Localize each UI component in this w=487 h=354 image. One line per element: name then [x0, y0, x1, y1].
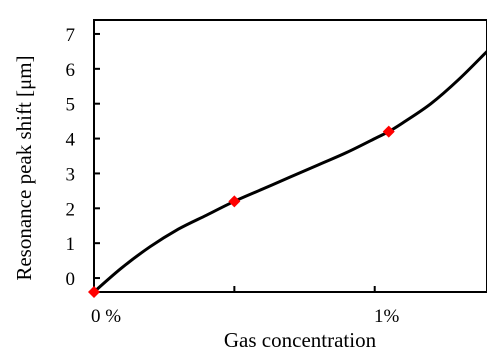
y-tick-label: 1 [66, 234, 76, 255]
y-tick-label: 6 [66, 60, 76, 81]
y-tick-label: 3 [66, 164, 76, 185]
plot-frame [93, 19, 487, 293]
y-tick-label: 7 [66, 25, 76, 46]
data-point-marker [228, 195, 241, 208]
data-point-marker [88, 286, 100, 298]
x-tick-label: 1% [374, 306, 400, 327]
series-markers [88, 125, 395, 298]
y-axis-title: Resonance peak shift [μm] [12, 55, 36, 280]
y-tick-label: 2 [66, 199, 76, 220]
x-axis-title: Gas concentration [224, 328, 377, 352]
x-tick-label: 0 % [91, 306, 121, 327]
series-line [93, 50, 487, 294]
y-axis-ticks [94, 32, 100, 280]
data-point-marker [382, 125, 395, 138]
y-axis-tick-labels: 0 1 2 3 4 5 6 7 [66, 25, 76, 290]
y-tick-label: 5 [66, 95, 76, 116]
series-lines [93, 50, 487, 294]
y-tick-label: 0 [66, 269, 76, 290]
x-axis-tick-labels: 0 % 1% [91, 306, 400, 327]
y-tick-label: 4 [66, 130, 76, 151]
